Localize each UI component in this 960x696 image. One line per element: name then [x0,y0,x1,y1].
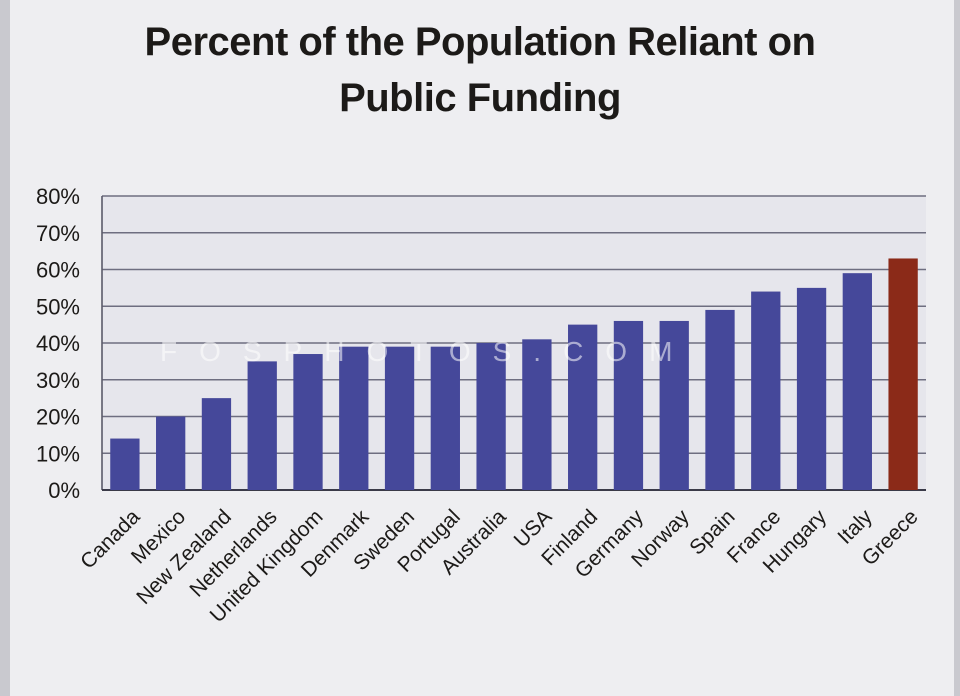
bar-new-zealand [201,398,232,490]
bar-portugal [430,346,460,490]
y-tick-label: 10% [36,441,80,466]
y-tick-label: 0% [48,478,80,503]
bar-spain [705,309,735,490]
chart-title: Percent of the Population Reliant on Pub… [0,14,960,126]
bar-hungary [796,287,827,490]
bar-netherlands [247,361,277,490]
y-tick-label: 50% [36,294,80,319]
bar-mexico [156,416,186,490]
x-tick-label: Canada [76,505,145,574]
bar-finland [568,324,598,490]
y-tick-label: 70% [36,221,80,246]
bar-sweden [384,346,415,490]
bar-germany [613,320,644,490]
y-tick-label: 80% [36,184,80,209]
bar-canada [110,438,140,490]
bar-united-kingdom [293,354,323,490]
bar-france [751,291,781,490]
bar-italy [842,273,872,490]
watermark-text: FOSPHOTOS.COM [160,336,695,367]
bar-denmark [339,346,369,490]
bar-usa [522,339,552,490]
chart-title-line-1: Percent of the Population Reliant on [144,20,816,64]
y-tick-label: 30% [36,368,80,393]
y-tick-label: 60% [36,258,80,283]
bar-australia [476,343,506,490]
bar-greece [888,258,918,490]
chart-title-line-2: Public Funding [339,76,621,120]
y-tick-label: 20% [36,405,80,430]
bar-norway [659,320,689,490]
y-tick-label: 40% [36,331,80,356]
